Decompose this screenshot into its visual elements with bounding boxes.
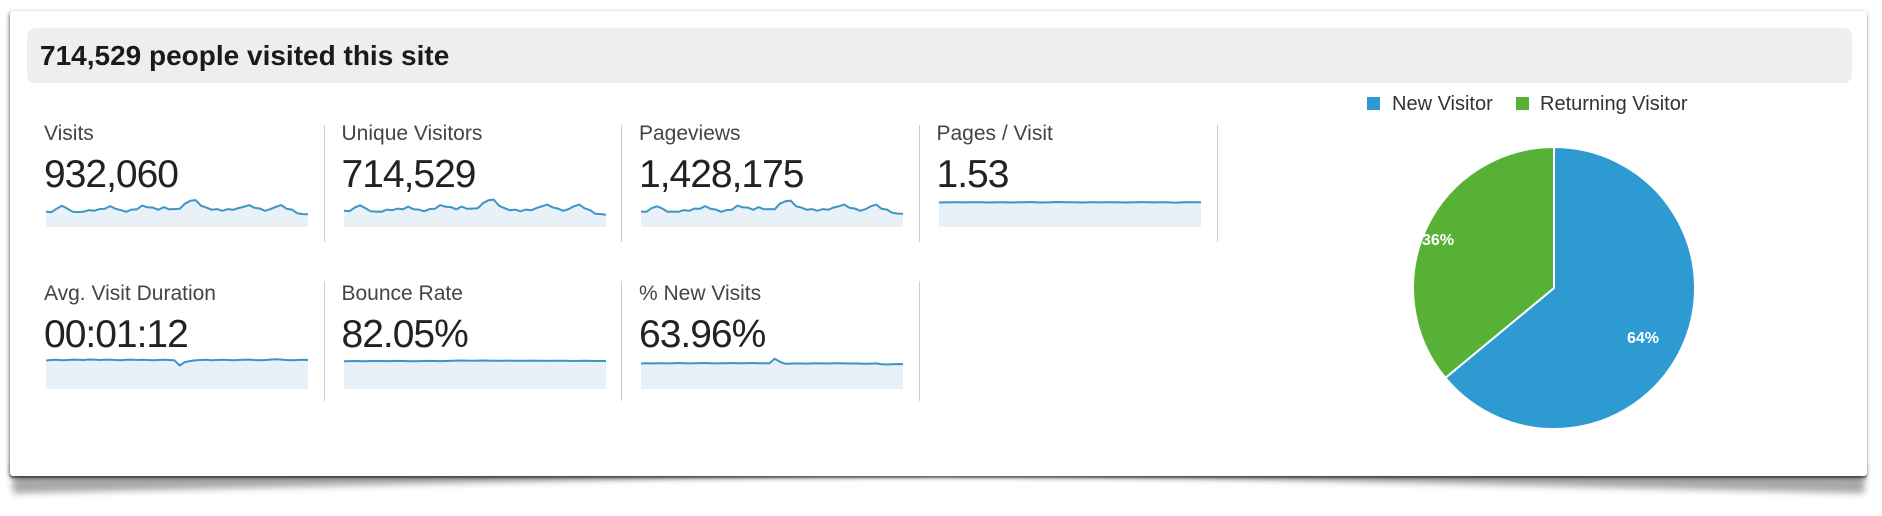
svg-text:64%: 64%: [1627, 330, 1659, 347]
svg-text:36%: 36%: [1422, 232, 1454, 249]
